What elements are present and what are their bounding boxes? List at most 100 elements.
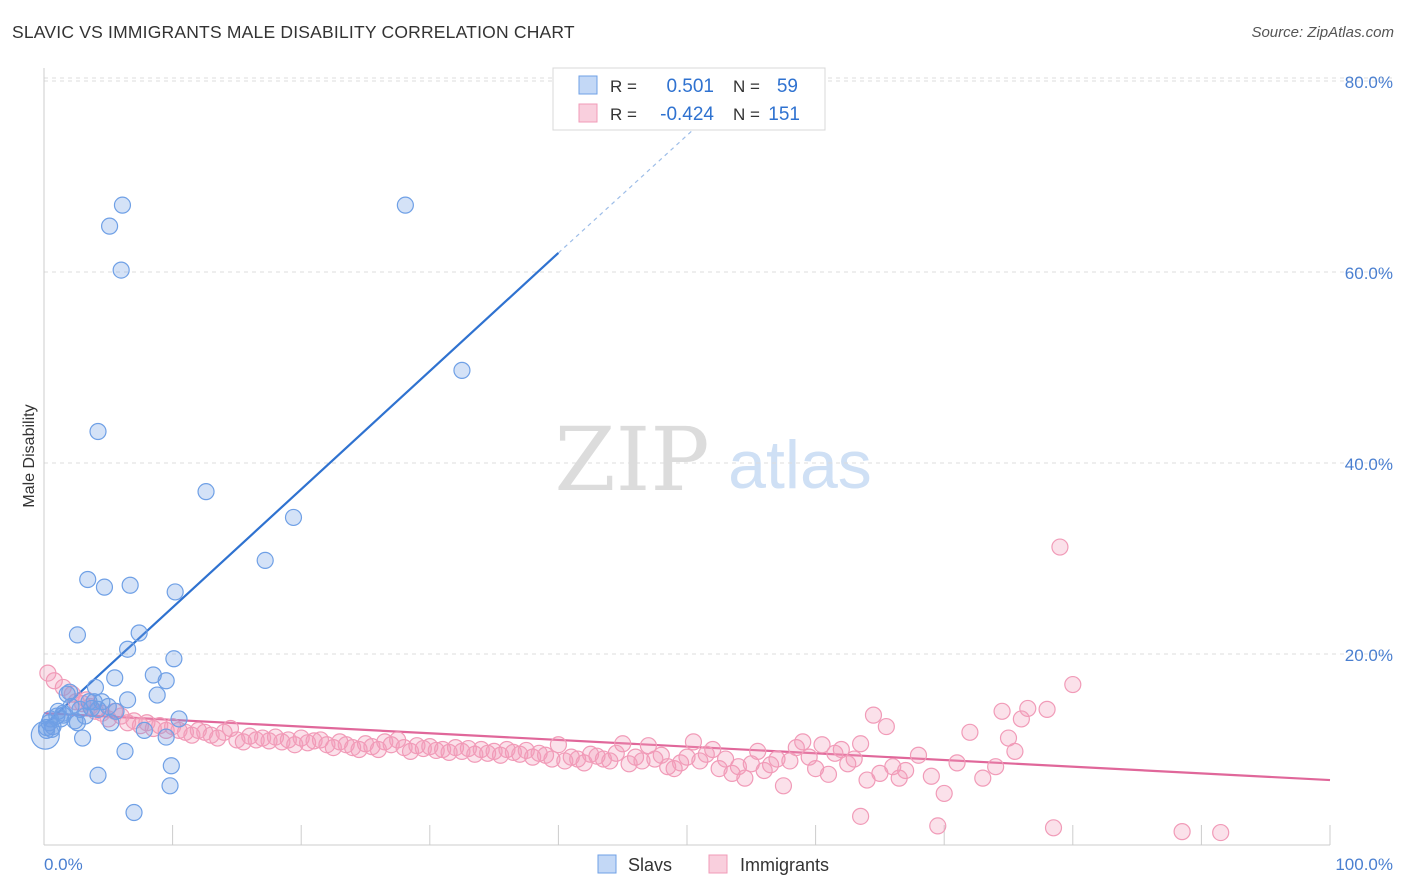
point-slavs bbox=[43, 720, 61, 739]
point-immigrants bbox=[1064, 675, 1082, 694]
point-slavs bbox=[284, 508, 303, 527]
point-immigrants bbox=[305, 732, 323, 750]
x-tick-label-max: 100.0% bbox=[1335, 855, 1393, 874]
point-immigrants bbox=[987, 758, 1005, 776]
grid-lines bbox=[44, 77, 1393, 655]
point-immigrants bbox=[401, 742, 420, 761]
point-immigrants bbox=[691, 752, 709, 770]
point-slavs bbox=[106, 669, 124, 687]
y-tick-label: 20.0% bbox=[1345, 646, 1393, 665]
data-points bbox=[30, 196, 1230, 842]
point-slavs bbox=[256, 551, 274, 570]
axes bbox=[43, 68, 1331, 846]
point-slavs bbox=[95, 578, 114, 596]
source-credit: Source: ZipAtlas.com bbox=[1251, 24, 1394, 41]
point-slavs bbox=[157, 728, 175, 746]
point-slavs bbox=[89, 766, 107, 784]
point-immigrants bbox=[1044, 819, 1063, 837]
stats-r-value-slavs: 0.501 bbox=[666, 76, 714, 97]
point-immigrants bbox=[723, 764, 741, 782]
series-legend: Slavs Immigrants bbox=[597, 854, 829, 875]
point-immigrants bbox=[922, 767, 940, 785]
point-slavs bbox=[54, 704, 72, 722]
point-immigrants bbox=[504, 743, 522, 761]
point-immigrants bbox=[491, 746, 510, 764]
stats-n-value-slavs: 59 bbox=[777, 76, 798, 97]
trend-line-slavs-extension bbox=[557, 99, 726, 254]
point-immigrants bbox=[620, 755, 638, 773]
point-immigrants bbox=[929, 817, 947, 835]
point-slavs bbox=[161, 777, 179, 795]
watermark-zip: ZIP bbox=[554, 408, 709, 511]
point-immigrants bbox=[427, 741, 445, 760]
stats-legend-swatch-immigrants bbox=[578, 103, 598, 123]
watermark-atlas: atlas bbox=[728, 427, 872, 503]
point-immigrants bbox=[864, 706, 883, 724]
point-slavs bbox=[197, 483, 215, 501]
legend-swatch-slavs bbox=[597, 854, 617, 874]
stats-r-label-slavs: R = bbox=[610, 77, 637, 96]
point-slavs bbox=[73, 729, 92, 747]
point-slavs bbox=[118, 640, 137, 658]
stats-legend-box bbox=[552, 67, 826, 131]
point-immigrants bbox=[852, 807, 870, 825]
point-slavs bbox=[130, 624, 148, 642]
stats-r-label-immigrants: R = bbox=[610, 105, 637, 124]
point-immigrants bbox=[935, 784, 953, 803]
point-immigrants bbox=[273, 733, 291, 751]
point-slavs bbox=[148, 686, 166, 704]
point-immigrants bbox=[45, 672, 63, 690]
point-slavs bbox=[453, 361, 471, 379]
point-slavs bbox=[170, 710, 188, 728]
point-immigrants bbox=[607, 744, 625, 762]
point-immigrants bbox=[659, 758, 677, 776]
point-immigrants bbox=[678, 748, 696, 766]
point-immigrants bbox=[247, 731, 265, 749]
point-immigrants bbox=[909, 746, 928, 764]
stats-n-value-immigrants: 151 bbox=[768, 104, 800, 125]
point-slavs bbox=[82, 699, 101, 718]
point-immigrants bbox=[344, 738, 362, 757]
point-immigrants bbox=[633, 752, 651, 770]
point-immigrants bbox=[671, 754, 690, 772]
point-slavs bbox=[162, 757, 180, 775]
point-immigrants bbox=[736, 769, 754, 787]
point-immigrants bbox=[774, 777, 793, 795]
point-slavs bbox=[118, 691, 137, 709]
point-slavs bbox=[85, 693, 103, 711]
point-slavs bbox=[68, 626, 87, 644]
legend-label-slavs: Slavs bbox=[628, 855, 672, 875]
point-slavs bbox=[165, 650, 183, 668]
y-axis-label: Male Disability bbox=[21, 404, 38, 507]
stats-r-value-immigrants: -0.424 bbox=[660, 104, 714, 125]
point-immigrants bbox=[549, 736, 568, 754]
point-immigrants bbox=[1019, 699, 1037, 718]
legend-label-immigrants: Immigrants bbox=[740, 855, 829, 875]
point-immigrants bbox=[209, 729, 227, 747]
point-immigrants bbox=[755, 761, 773, 780]
point-immigrants bbox=[665, 759, 683, 778]
point-immigrants bbox=[897, 761, 915, 780]
point-slavs bbox=[135, 721, 153, 740]
legend-swatch-immigrants bbox=[708, 854, 728, 874]
point-immigrants bbox=[852, 735, 870, 753]
point-slavs bbox=[166, 583, 184, 601]
point-immigrants bbox=[1006, 742, 1024, 761]
point-slavs bbox=[89, 422, 107, 441]
point-immigrants bbox=[479, 744, 497, 762]
point-slavs bbox=[113, 196, 132, 214]
point-immigrants bbox=[768, 750, 786, 768]
point-immigrants bbox=[813, 736, 831, 754]
trend-line-slavs bbox=[43, 252, 560, 727]
stats-legend-swatch-slavs bbox=[578, 75, 598, 95]
point-immigrants bbox=[517, 741, 535, 760]
y-tick-label: 60.0% bbox=[1345, 264, 1393, 283]
x-tick-label-min: 0.0% bbox=[44, 855, 83, 874]
point-immigrants bbox=[961, 723, 979, 741]
point-immigrants bbox=[993, 702, 1011, 720]
point-immigrants bbox=[684, 733, 703, 751]
point-immigrants bbox=[710, 759, 728, 778]
point-immigrants bbox=[234, 733, 252, 751]
point-immigrants bbox=[845, 750, 863, 768]
